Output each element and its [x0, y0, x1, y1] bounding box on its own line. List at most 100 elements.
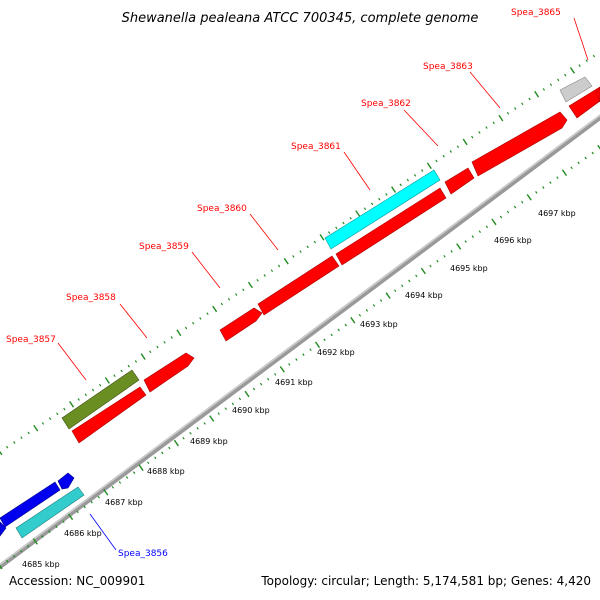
minor-tick	[118, 481, 122, 484]
minor-tick	[513, 205, 517, 209]
minor-tick	[274, 372, 277, 376]
gene-arrow-red[interactable]	[444, 167, 475, 195]
minor-tick	[450, 250, 453, 253]
minor-tick	[556, 78, 560, 82]
gene-arrow-red[interactable]	[219, 307, 263, 342]
minor-tick	[27, 545, 30, 548]
minor-tick	[111, 486, 115, 489]
minor-tick	[48, 530, 51, 533]
minor-tick	[263, 274, 266, 277]
gene-arrow-red[interactable]	[568, 86, 600, 119]
minor-tick	[327, 231, 331, 234]
minor-tick	[5, 445, 9, 449]
major-tick	[456, 243, 462, 250]
gene-arrow-red[interactable]	[257, 255, 340, 316]
minor-tick	[127, 364, 130, 368]
minor-tick	[577, 161, 580, 165]
major-tick	[314, 341, 321, 349]
major-tick	[355, 210, 361, 217]
minor-tick	[528, 97, 531, 101]
major-tick	[244, 390, 250, 398]
minor-tick	[464, 240, 467, 243]
minor-tick	[335, 226, 338, 230]
gene-arrow-olive[interactable]	[61, 369, 140, 430]
minor-tick	[585, 59, 588, 63]
minor-tick	[372, 304, 376, 307]
minor-tick	[270, 269, 274, 273]
minor-tick	[521, 200, 524, 204]
minor-tick	[203, 422, 206, 425]
gene-label[interactable]: Spea_3865	[511, 8, 561, 18]
minor-tick	[378, 197, 381, 201]
kbp-label: 4689 kbp	[190, 437, 228, 446]
minor-tick	[415, 274, 418, 278]
minor-tick	[231, 402, 235, 406]
major-tick	[385, 292, 391, 299]
minor-tick	[363, 207, 367, 211]
minor-tick	[337, 328, 340, 332]
major-tick	[462, 138, 468, 146]
minor-tick	[578, 64, 581, 67]
major-tick	[0, 450, 3, 456]
gene-label[interactable]: Spea_3863	[423, 62, 473, 72]
minor-tick	[406, 178, 410, 182]
major-tick	[498, 114, 504, 122]
gene-arrow-red[interactable]	[71, 386, 147, 444]
gene-arrow-red[interactable]	[595, 87, 600, 103]
major-tick	[283, 257, 289, 265]
major-tick	[247, 281, 253, 289]
gene-label[interactable]: Spea_3861	[291, 142, 341, 152]
minor-tick	[385, 193, 388, 196]
gene-arrow-blue[interactable]	[0, 481, 61, 528]
major-tick	[32, 538, 38, 545]
major-tick	[426, 162, 432, 170]
gene-label[interactable]: Spea_3860	[197, 204, 247, 214]
kbp-label: 4693 kbp	[360, 320, 398, 329]
minor-tick	[542, 88, 546, 91]
minor-tick	[456, 145, 460, 149]
kbp-label: 4687 kbp	[105, 498, 143, 507]
minor-tick	[506, 210, 510, 214]
minor-tick	[471, 235, 474, 238]
gene-label[interactable]: Spea_3856	[118, 549, 168, 559]
minor-tick	[344, 323, 347, 327]
minor-tick	[56, 412, 59, 416]
gene-arrow-red[interactable]	[335, 187, 447, 266]
minor-tick	[90, 500, 93, 504]
gene-label[interactable]: Spea_3857	[6, 335, 56, 345]
gene-arrow-red[interactable]	[471, 111, 568, 177]
gene-arrow-teal[interactable]	[15, 486, 85, 539]
minor-tick	[549, 83, 553, 87]
minor-tick	[478, 230, 482, 234]
gene-label[interactable]: Spea_3858	[66, 293, 116, 303]
upper-tick-track	[0, 54, 596, 456]
minor-tick	[323, 338, 326, 342]
gene-arrow-gray[interactable]	[559, 76, 593, 103]
gene-label[interactable]: Spea_3862	[361, 99, 411, 109]
minor-tick	[295, 358, 298, 361]
minor-tick	[48, 417, 52, 420]
minor-tick	[41, 535, 44, 538]
minor-tick	[420, 169, 424, 172]
major-tick	[569, 67, 575, 74]
gene-features	[0, 76, 600, 539]
minor-tick	[436, 259, 439, 263]
gene-label[interactable]: Spea_3859	[139, 242, 189, 252]
minor-tick	[13, 441, 16, 444]
minor-tick	[184, 326, 188, 330]
minor-tick	[309, 348, 312, 352]
minor-tick	[154, 456, 157, 460]
minor-tick	[55, 525, 58, 529]
kbp-label: 4685 kbp	[22, 560, 60, 569]
minor-tick	[63, 407, 66, 411]
minor-tick	[521, 102, 524, 106]
gene-arrow-blue[interactable]	[0, 521, 7, 537]
gene-arrow-red[interactable]	[143, 352, 195, 393]
gene-arrow-blue[interactable]	[57, 472, 75, 490]
minor-tick	[435, 159, 438, 163]
genome-stats-text: Topology: circular; Length: 5,174,581 bp…	[260, 574, 591, 588]
gene-arrow-cyan[interactable]	[324, 169, 441, 250]
major-tick	[176, 329, 182, 337]
kbp-label: 4690 kbp	[232, 406, 270, 415]
